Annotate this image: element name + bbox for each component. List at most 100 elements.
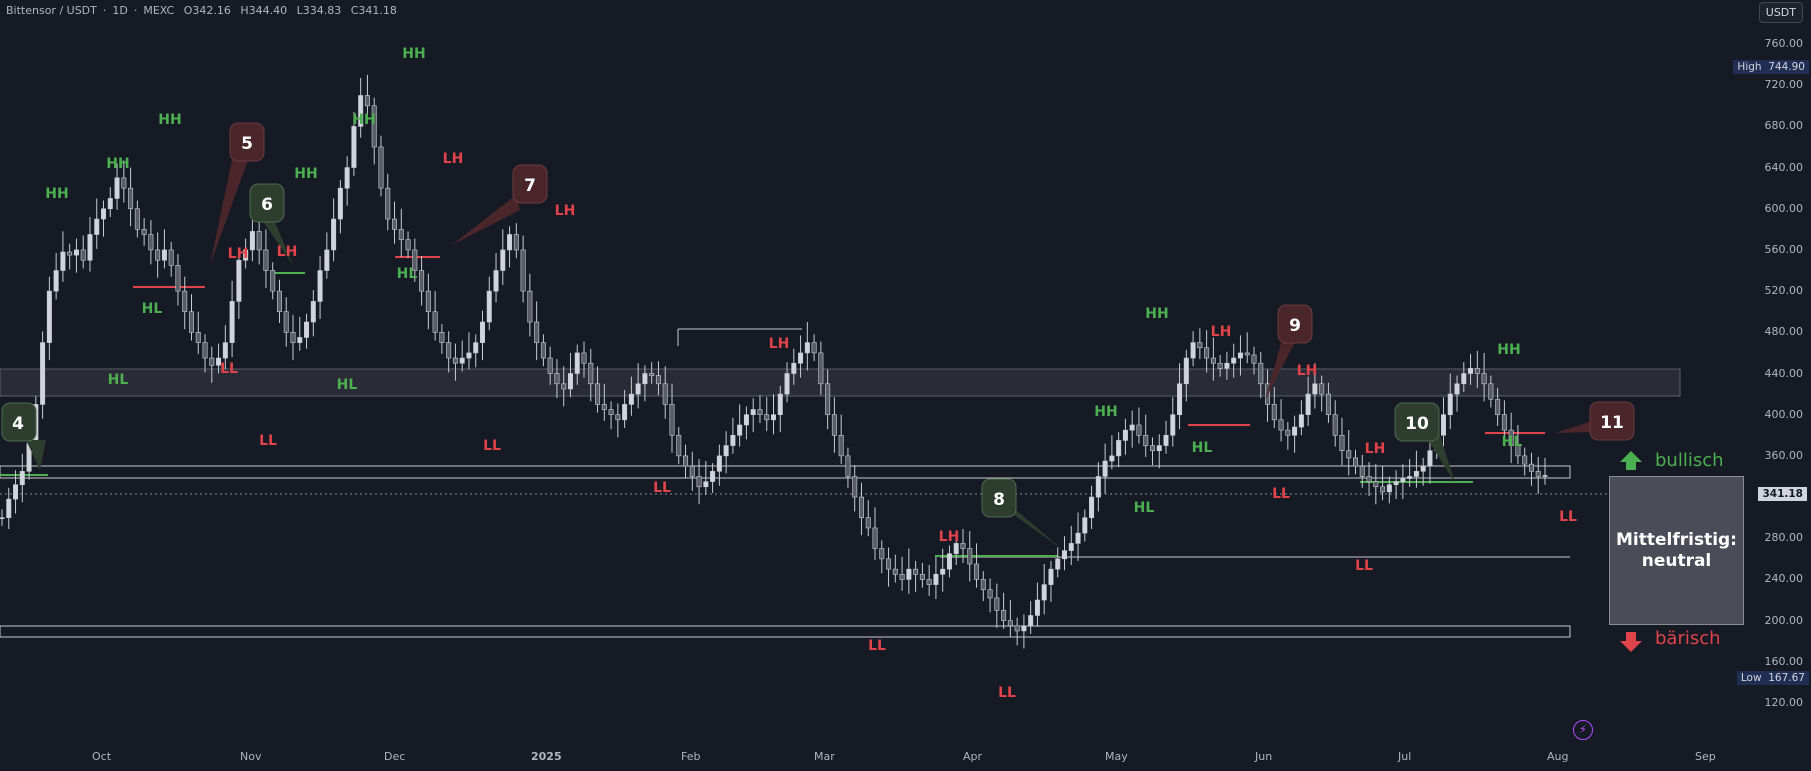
structure-label-bearish: LH [1365, 441, 1386, 457]
candle-body [175, 265, 181, 292]
candle-body [53, 270, 59, 292]
structure-label-bearish: LL [998, 685, 1016, 701]
price-tick-label: 720.00 [1764, 78, 1804, 92]
price-tick-label: 680.00 [1764, 119, 1804, 133]
candle-body [683, 455, 689, 467]
candle-body [155, 249, 161, 261]
low-tag: Low 167.67 [1736, 671, 1809, 685]
candle-body [825, 383, 831, 415]
bullish-arrow-icon [1620, 451, 1642, 470]
candle-body [838, 434, 844, 457]
candle-body [1359, 465, 1365, 477]
bearish-arrow-icon [1620, 632, 1642, 652]
time-tick-label: 2025 [531, 750, 562, 763]
price-scale[interactable]: 760.00 720.00 680.00 640.00 600.00 560.00 520.… [1731, 0, 1811, 771]
structure-label-bearish: LH [443, 151, 464, 167]
candle-body [730, 434, 736, 446]
candle-body [1143, 434, 1149, 446]
candle-body [1217, 362, 1223, 369]
candle-body [1204, 347, 1210, 359]
candle-body [811, 342, 817, 354]
lightning-icon[interactable]: ⚡ [1573, 720, 1593, 740]
candle-body [1109, 455, 1115, 462]
candle-body [446, 342, 452, 359]
price-tick-label: 560.00 [1764, 242, 1804, 256]
candle-body [534, 321, 540, 343]
candle-body [297, 337, 303, 343]
candle-body [1021, 625, 1027, 632]
candle-body [669, 404, 675, 436]
high-tag: High 744.90 [1733, 60, 1809, 74]
structure-labels: HH HH HH HL HL LH LL LL HH LH HL HH HH LH HL LH LL LH LL LL… [45, 46, 1577, 701]
svg-text:10: 10 [1405, 414, 1429, 434]
structure-label-bullish: HH [352, 112, 375, 128]
candle-body [1210, 357, 1216, 364]
structure-label-bullish: HH [1145, 306, 1168, 322]
candle-body [798, 352, 804, 364]
candle-body [1149, 445, 1155, 452]
candle-body [540, 342, 546, 359]
callout-5: 5 [210, 122, 265, 265]
candle-body [1542, 475, 1548, 477]
candle-body [581, 352, 587, 364]
candle-body [500, 249, 506, 271]
candle-body [845, 455, 851, 477]
callout-8: 8 [981, 478, 1063, 550]
candle-body [1089, 496, 1095, 518]
structure-label-bearish: LL [483, 438, 501, 454]
candle-body [622, 404, 628, 421]
candle-body [46, 290, 52, 343]
candle-body [236, 259, 242, 302]
candle-body [310, 301, 316, 323]
candle-body [290, 332, 296, 343]
svg-text:9: 9 [1289, 316, 1301, 336]
structure-label-bullish: HH [1094, 404, 1117, 420]
candle-body [1116, 440, 1122, 457]
candle-body [141, 229, 147, 235]
currency-button[interactable]: USDT [1758, 2, 1803, 23]
candle-body [161, 249, 167, 261]
candle-body [994, 597, 1000, 611]
symbol-title: Bittensor / USDT [6, 4, 97, 17]
candle-body [953, 543, 959, 554]
svg-text:11: 11 [1600, 413, 1624, 433]
candle-body [1292, 426, 1298, 436]
candle-body [940, 568, 946, 575]
time-tick-label: Jun [1255, 750, 1273, 763]
candle-body [980, 579, 986, 591]
ohlc-low: L334.83 [296, 4, 342, 17]
candle-body [567, 373, 573, 390]
ohlc-close: C341.18 [350, 4, 397, 17]
candle-body [1495, 398, 1501, 415]
candle-body [913, 568, 919, 575]
candle-body [263, 249, 269, 271]
candle-body [351, 126, 357, 168]
candle-body [710, 471, 716, 482]
callout-7: 7 [452, 164, 548, 245]
candle-body [121, 177, 127, 189]
price-tick-label: 280.00 [1764, 531, 1804, 545]
candle-body [304, 321, 310, 338]
candle-body [1048, 568, 1054, 585]
candle-body [547, 357, 553, 374]
structure-label-bullish: HH [158, 112, 181, 128]
candlestick-series [0, 74, 1548, 649]
candle-body [1298, 414, 1304, 428]
candle-body [134, 208, 140, 230]
candle-body [1447, 393, 1453, 415]
structure-label-bullish: HH [106, 156, 129, 172]
candle-body [1461, 373, 1467, 385]
candle-body [676, 434, 682, 457]
svg-text:7: 7 [524, 176, 536, 196]
candle-body [1386, 484, 1392, 493]
candle-body [1041, 584, 1047, 601]
price-tick-label: 400.00 [1764, 407, 1804, 421]
candle-body [1427, 450, 1433, 467]
candle-body [1163, 434, 1169, 446]
candle-body [222, 342, 228, 359]
candle-body [1251, 354, 1257, 364]
bearish-label: bärisch [1655, 628, 1721, 649]
structure-label-bullish: HH [1497, 342, 1520, 358]
candle-body [1468, 368, 1474, 374]
